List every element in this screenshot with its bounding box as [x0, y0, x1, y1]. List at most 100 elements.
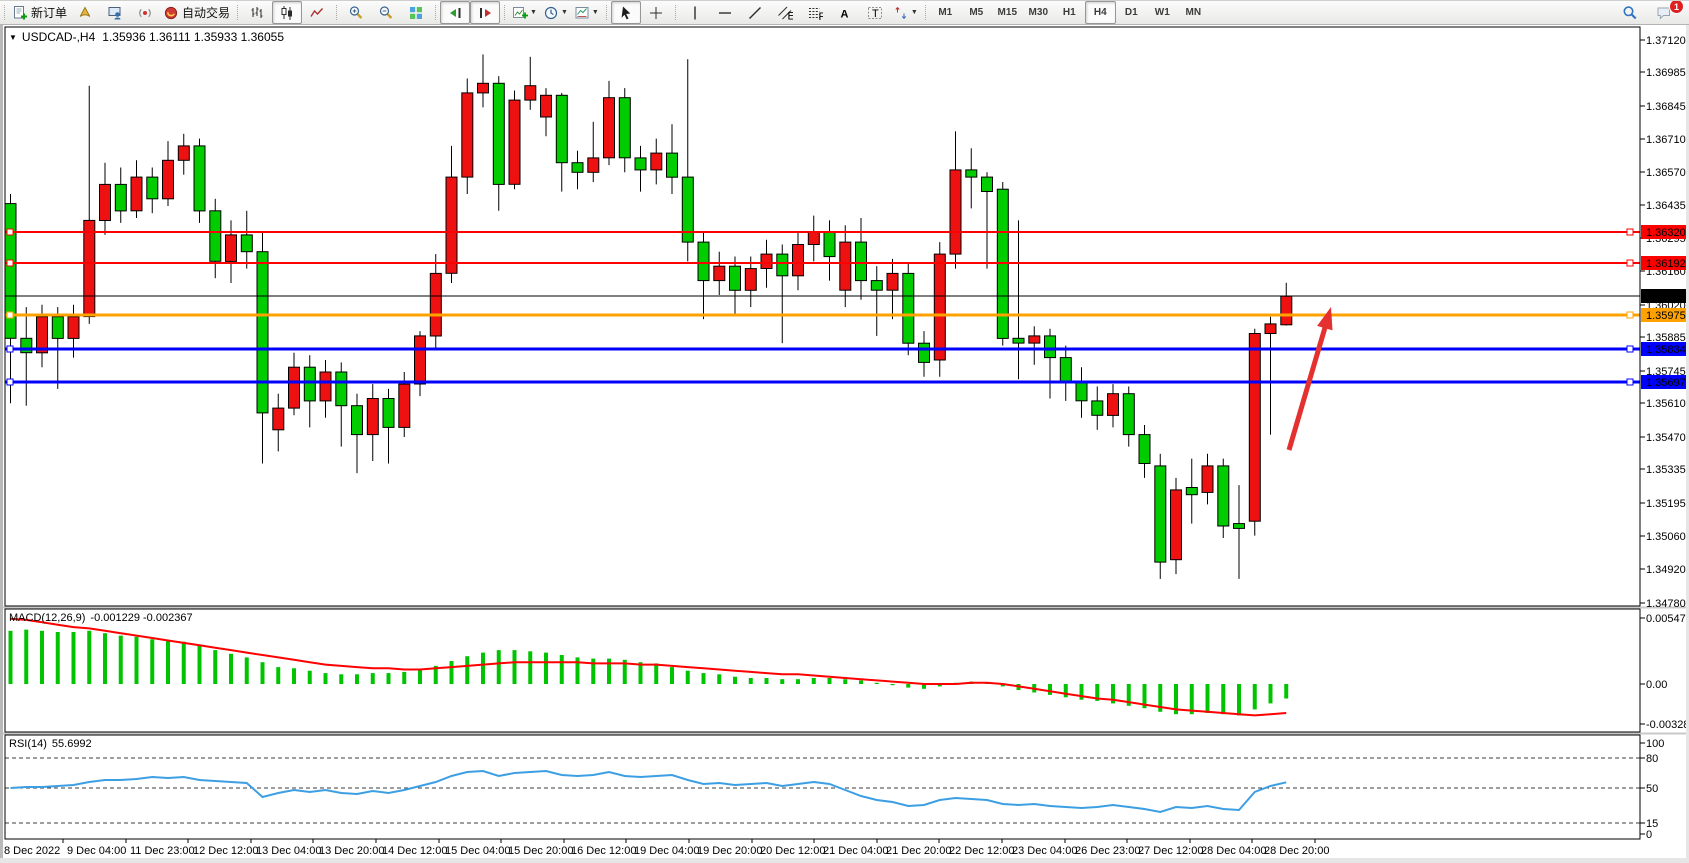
periods-dropdown-icon[interactable]: ▼ [560, 9, 568, 16]
line-handle[interactable] [1626, 345, 1634, 353]
cursor-icon [621, 6, 631, 19]
candle-body [634, 157, 647, 171]
price-label-text: 1.36192 [1646, 258, 1686, 270]
timeframe-label: W1 [1154, 7, 1170, 18]
price-axis-label: 1.34780 [1646, 598, 1686, 610]
timeframe-m30-button[interactable]: M30 [1023, 1, 1054, 24]
candle-body [51, 316, 64, 339]
autotrading-button[interactable]: 自动交易 [160, 1, 233, 24]
cursor-button[interactable] [610, 1, 641, 24]
timeframe-d1-button[interactable]: D1 [1116, 1, 1147, 24]
pane-splitter[interactable] [0, 606, 1689, 609]
timeframe-h4-button[interactable]: H4 [1084, 1, 1116, 24]
bar-chart-button[interactable] [242, 1, 272, 24]
candle-body [886, 272, 899, 291]
toolbar-group: E F A T ▼ [671, 1, 921, 25]
zoom-out-button[interactable] [371, 1, 401, 24]
fibonacci-button[interactable]: F [800, 1, 830, 24]
candle-body [429, 272, 442, 337]
candle-body [587, 157, 600, 173]
horizontal-line-button[interactable] [710, 1, 740, 24]
tile-windows-button[interactable] [401, 1, 431, 24]
candlestick-chart-button[interactable] [272, 1, 303, 24]
new-order-button[interactable]: 新订单 [9, 1, 70, 24]
candle-body [193, 145, 206, 212]
vertical-line-button[interactable] [680, 1, 710, 24]
macd-pane-frame [4, 608, 1641, 733]
price-label-box [1641, 289, 1688, 303]
chart-shift-button[interactable] [470, 1, 501, 24]
timeframe-h1-button[interactable]: H1 [1054, 1, 1085, 24]
candle-body [571, 162, 584, 173]
candle-body [823, 232, 836, 258]
timeframe-m15-button[interactable]: M15 [992, 1, 1023, 24]
crosshair-button[interactable] [641, 1, 671, 24]
arrows-dropdown-icon[interactable]: ▼ [910, 9, 918, 16]
candle-body [776, 253, 789, 277]
periods-button[interactable]: ▼ [540, 1, 571, 24]
text-label-button[interactable]: T [860, 1, 890, 24]
candle-body [99, 183, 111, 221]
rsi-axis[interactable]: 100 80 50 150 [1640, 738, 1664, 841]
indicators-button[interactable]: ▼ [509, 1, 540, 24]
expert-advisor-button[interactable] [70, 1, 100, 24]
line-handle[interactable] [6, 378, 14, 386]
candle-body [319, 371, 332, 402]
line-chart-button[interactable] [302, 1, 332, 24]
annotation-arrow[interactable] [1286, 307, 1333, 451]
line-handle[interactable] [1626, 228, 1634, 236]
timeframe-w1-button[interactable]: W1 [1147, 1, 1178, 24]
chart-dropdown-icon[interactable]: ▼ [9, 33, 17, 42]
templates-dropdown-icon[interactable]: ▼ [591, 9, 599, 16]
time-axis-label: 23 Dec 04:00 [1012, 845, 1077, 857]
time-axis-label: 19 Dec 04:00 [634, 845, 699, 857]
text-button[interactable]: A [830, 1, 860, 24]
line-handle[interactable] [6, 311, 14, 319]
candle-body [1044, 335, 1056, 359]
trendline-button[interactable] [740, 1, 770, 24]
line-handle[interactable] [6, 259, 14, 267]
signal-button[interactable] [130, 1, 160, 24]
svg-text:A: A [840, 8, 848, 20]
line-handle[interactable] [1626, 259, 1634, 267]
price-axis[interactable]: 1.37120 1.36985 1.36845 1.36710 1.36570 1.364… [1640, 35, 1686, 610]
indicators-dropdown-icon[interactable]: ▼ [530, 9, 537, 16]
candle-body [335, 371, 348, 407]
search-icon [1623, 5, 1637, 19]
notifications-button[interactable]: 1 [1649, 1, 1684, 24]
toolbar-right: 1 [1615, 1, 1684, 24]
candle-body [1201, 465, 1214, 493]
timeframe-mn-button[interactable]: MN [1178, 1, 1209, 24]
line-handle[interactable] [1626, 378, 1634, 386]
candlestick-chart-icon [281, 5, 293, 20]
price-label-text: 1.35975 [1646, 310, 1686, 322]
price-axis-label: 1.37120 [1646, 35, 1686, 47]
timeframe-m1-button[interactable]: M1 [930, 1, 961, 24]
candle-body [445, 176, 458, 274]
market-watch-button[interactable] [100, 1, 130, 24]
rsi-axis-label: 50 [1646, 783, 1658, 795]
equidistant-channel-button[interactable]: E [770, 1, 800, 24]
line-handle[interactable] [6, 345, 14, 353]
rsi-axis-label: 100 [1646, 738, 1664, 750]
arrows-button[interactable]: ▼ [890, 1, 921, 24]
toolbar: 新订单 自动交易 ▼ ▼ ▼ E F A T ▼ M1 M5 M15 M30 H1 H4 D1 W1 MN 1 [0, 1, 1689, 25]
chart-shift-icon [480, 7, 492, 18]
macd-indicator-label: MACD(12,26,9) -0.001229 -0.002367 [9, 612, 193, 624]
price-label-box [1641, 308, 1688, 322]
rsi-indicator-label: RSI(14) 55.6992 [9, 738, 92, 750]
auto-scroll-button[interactable] [440, 1, 471, 24]
time-axis[interactable]: 8 Dec 2022 9 Dec 04:00 11 Dec 23:0012 Dec … [4, 839, 1329, 857]
templates-button[interactable]: ▼ [571, 1, 602, 24]
timeframe-m5-button[interactable]: M5 [961, 1, 992, 24]
line-handle[interactable] [1626, 311, 1634, 319]
candle-body [1248, 333, 1261, 522]
candle-body [240, 234, 253, 253]
line-handle[interactable] [6, 228, 14, 236]
zoom-in-button[interactable] [341, 1, 371, 24]
macd-axis[interactable]: 0.005474 0.00 -0.003289 [1640, 613, 1689, 731]
pane-splitter[interactable] [0, 732, 1689, 735]
search-button[interactable] [1615, 1, 1645, 24]
rsi-axis-label: 0 [1646, 829, 1652, 841]
